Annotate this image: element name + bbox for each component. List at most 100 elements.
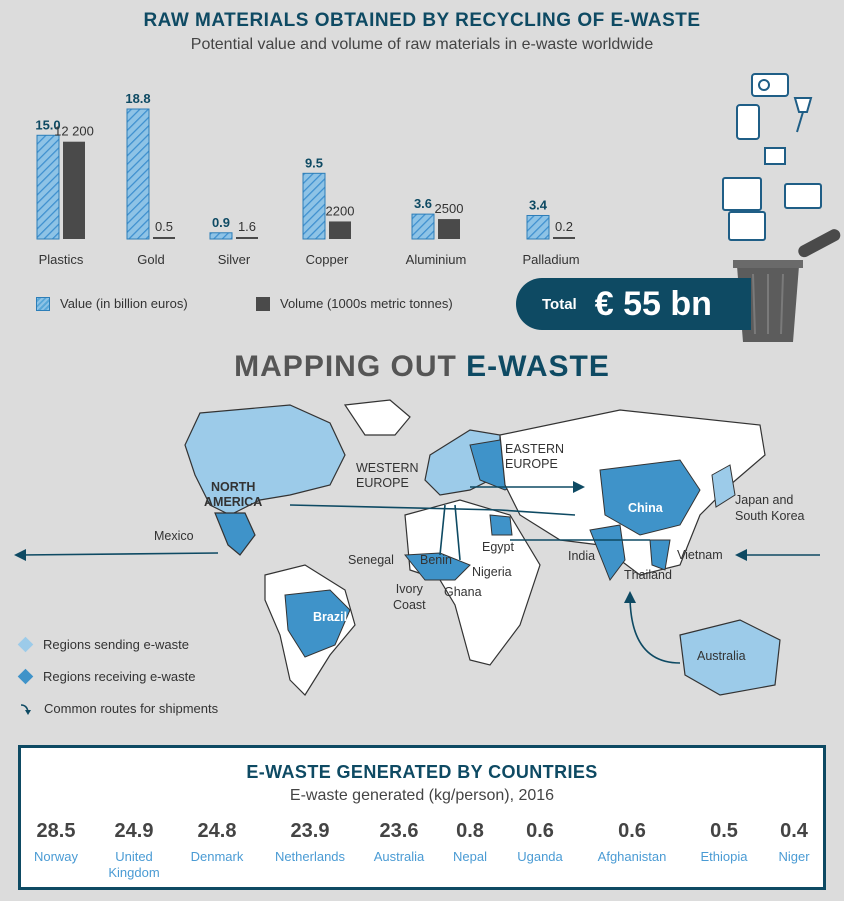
country-value: 0.6 bbox=[526, 820, 554, 842]
bar-volume-plastics bbox=[63, 141, 85, 239]
phone-icon bbox=[736, 104, 760, 140]
category-label-copper: Copper bbox=[306, 252, 349, 267]
label-north-america: NORTH AMERICA bbox=[204, 480, 263, 509]
bar-value-palladium bbox=[526, 214, 550, 240]
raw-materials-bar-chart: 15.012 200 Plastics 18.8 0.5 Gold 0.9 1.6 Silve… bbox=[35, 91, 579, 267]
country-name: United Kingdom bbox=[108, 849, 160, 880]
label-eastern-europe: EASTERN EUROPE bbox=[505, 442, 565, 471]
label-ghana: Ghana bbox=[444, 585, 482, 599]
map-legend-sending: Regions sending e-waste bbox=[17, 636, 189, 653]
data-label-volume-copper: 2200 bbox=[326, 203, 355, 218]
world-map bbox=[14, 399, 820, 696]
route-to-mexico bbox=[19, 552, 219, 556]
country-value: 28.5 bbox=[36, 820, 76, 842]
printer-icon bbox=[784, 183, 822, 209]
country-value: 23.9 bbox=[290, 820, 330, 842]
data-label-volume-aluminium: 2500 bbox=[435, 201, 464, 216]
data-label-volume-gold: 0.5 bbox=[155, 219, 173, 234]
console-icon bbox=[728, 211, 766, 241]
brazil-shape bbox=[284, 589, 351, 658]
route-europe-to-west-africa bbox=[439, 504, 446, 556]
label-benin: Benin bbox=[420, 553, 452, 567]
category-label-silver: Silver bbox=[218, 252, 251, 267]
greenland-shape bbox=[343, 399, 411, 436]
category-label-palladium: Palladium bbox=[522, 252, 579, 267]
data-label-volume-silver: 1.6 bbox=[238, 219, 256, 234]
country-name: Denmark bbox=[190, 849, 244, 864]
map-legend-sending-label: Regions sending e-waste bbox=[43, 637, 189, 652]
lamp-icon bbox=[793, 97, 813, 113]
country-value: 23.6 bbox=[379, 820, 419, 842]
category-label-gold: Gold bbox=[137, 252, 164, 267]
country-name: Netherlands bbox=[274, 849, 346, 864]
route-na-to-asia bbox=[289, 504, 576, 516]
country-australia: 23.6 Australia bbox=[349, 820, 449, 865]
country-netherlands: 23.9 Netherlands bbox=[260, 820, 360, 865]
label-mexico: Mexico bbox=[154, 529, 194, 543]
north-america-shape bbox=[184, 404, 346, 516]
country-name: Ethiopia bbox=[700, 849, 748, 864]
map-legend-receiving-label: Regions receiving e-waste bbox=[43, 669, 196, 684]
label-nigeria: Nigeria bbox=[472, 565, 512, 579]
country-afghanistan: 0.6 Afghanistan bbox=[582, 820, 682, 865]
bar-volume-palladium bbox=[553, 237, 575, 239]
label-china: China bbox=[628, 501, 663, 515]
label-australia: Australia bbox=[697, 649, 746, 663]
chart-title: RAW MATERIALS OBTAINED BY RECYCLING OF E… bbox=[143, 10, 701, 31]
route-europe-to-benin bbox=[454, 504, 461, 561]
country-value: 0.4 bbox=[780, 820, 808, 842]
map-title-part2: E-WASTE bbox=[466, 350, 610, 383]
egypt-shape bbox=[489, 514, 513, 536]
country-value: 24.8 bbox=[197, 820, 237, 842]
monitor-icon bbox=[722, 177, 762, 211]
arrow-head-china bbox=[573, 481, 585, 493]
arrow-head-mexico bbox=[14, 549, 26, 561]
country-denmark: 24.8 Denmark bbox=[167, 820, 267, 865]
sending-diamond-icon bbox=[17, 636, 34, 653]
country-name: Australia bbox=[373, 849, 425, 864]
bar-value-copper bbox=[302, 172, 326, 240]
legend-volume-label: Volume (1000s metric tonnes) bbox=[280, 296, 453, 311]
bar-volume-silver bbox=[236, 237, 258, 239]
country-nepal: 0.8 Nepal bbox=[420, 820, 520, 865]
total-badge: Total € 55 bn bbox=[516, 278, 751, 330]
chute-icon bbox=[798, 229, 841, 258]
chip-icon bbox=[764, 147, 786, 165]
country-name: Afghanistan bbox=[597, 849, 667, 864]
countries-panel: E-WASTE GENERATED BY COUNTRIES E-waste g… bbox=[18, 745, 826, 890]
countries-panel-subtitle: E-waste generated (kg/person), 2016 bbox=[289, 787, 555, 804]
country-value: 24.9 bbox=[114, 820, 154, 842]
bar-value-gold bbox=[126, 108, 150, 240]
australia-shape bbox=[679, 619, 781, 696]
countries-panel-title: E-WASTE GENERATED BY COUNTRIES bbox=[246, 762, 598, 782]
map-legend-receiving: Regions receiving e-waste bbox=[17, 668, 196, 685]
arrow-head-vietnam bbox=[735, 549, 747, 561]
category-label-plastics: Plastics bbox=[39, 252, 84, 267]
e-waste-devices-illustration bbox=[722, 73, 841, 342]
country-name: Niger bbox=[778, 849, 810, 864]
label-vietnam: Vietnam bbox=[677, 548, 723, 562]
data-label-value-plastics: 15.0 bbox=[35, 117, 60, 132]
bar-value-aluminium bbox=[411, 213, 435, 240]
data-label-value-copper: 9.5 bbox=[305, 155, 323, 170]
label-senegal: Senegal bbox=[348, 553, 394, 567]
china-shape bbox=[599, 459, 701, 536]
map-legend-routes: Common routes for shipments bbox=[20, 701, 218, 716]
total-value: € 55 bn bbox=[594, 284, 712, 323]
data-label-volume-palladium: 0.2 bbox=[555, 219, 573, 234]
map-title-part1: MAPPING OUT bbox=[234, 350, 467, 383]
mexico-shape bbox=[214, 512, 256, 556]
map-title: MAPPING OUT E-WASTE bbox=[0, 350, 844, 384]
category-label-aluminium: Aluminium bbox=[406, 252, 467, 267]
bar-volume-gold bbox=[153, 237, 175, 239]
bar-volume-aluminium bbox=[438, 219, 460, 239]
label-india: India bbox=[568, 549, 596, 563]
label-japan-korea: Japan and South Korea bbox=[735, 493, 805, 523]
country-name: Uganda bbox=[517, 849, 563, 864]
total-label: Total bbox=[542, 295, 577, 313]
data-label-value-silver: 0.9 bbox=[212, 215, 230, 230]
india-shape bbox=[589, 524, 626, 582]
bar-volume-copper bbox=[329, 221, 351, 239]
country-name: Nepal bbox=[453, 849, 487, 864]
label-brazil: Brazil bbox=[313, 610, 348, 624]
